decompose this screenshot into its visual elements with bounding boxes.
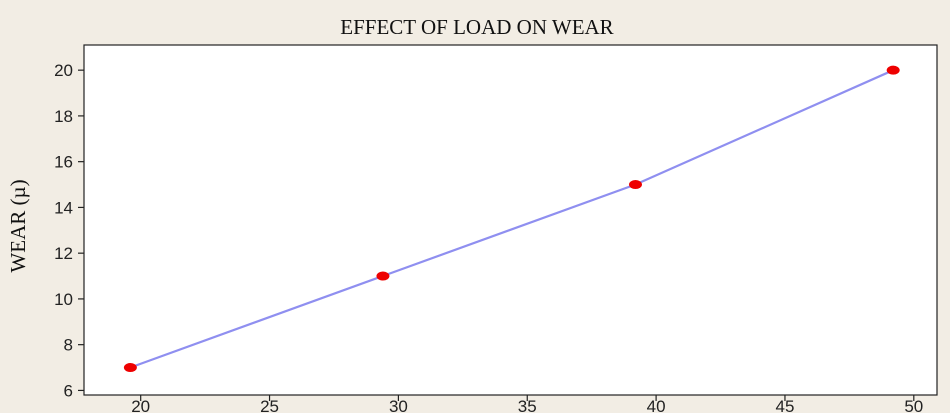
- y-tick-label: 20: [54, 61, 73, 80]
- y-tick-label: 8: [64, 336, 73, 355]
- data-point: [376, 271, 390, 281]
- data-point: [886, 65, 900, 75]
- plot-area: [83, 44, 938, 396]
- y-tick-label: 14: [54, 198, 73, 217]
- data-point: [628, 180, 642, 190]
- y-tick-label: 12: [54, 244, 73, 263]
- y-axis-label: WEAR (µ): [6, 179, 30, 272]
- x-tick-label: 25: [260, 397, 279, 413]
- x-tick-label: 50: [904, 397, 923, 413]
- x-tick-label: 45: [775, 397, 794, 413]
- y-tick-label: 6: [64, 381, 73, 400]
- x-tick-label: 40: [647, 397, 666, 413]
- x-tick-label: 35: [518, 397, 537, 413]
- data-series: [123, 65, 900, 373]
- data-point: [123, 363, 137, 373]
- x-axis: 20 25 30 35 40 45 50: [131, 395, 923, 413]
- x-tick-label: 30: [389, 397, 408, 413]
- y-tick-label: 10: [54, 290, 73, 309]
- x-tick-label: 20: [131, 397, 150, 413]
- y-axis: 6 8 10 12 14 16 18 20: [54, 61, 84, 400]
- chart-title: EFFECT OF LOAD ON WEAR: [340, 15, 613, 39]
- y-tick-label: 18: [54, 107, 73, 126]
- y-tick-label: 16: [54, 153, 73, 172]
- series-line: [130, 69, 894, 369]
